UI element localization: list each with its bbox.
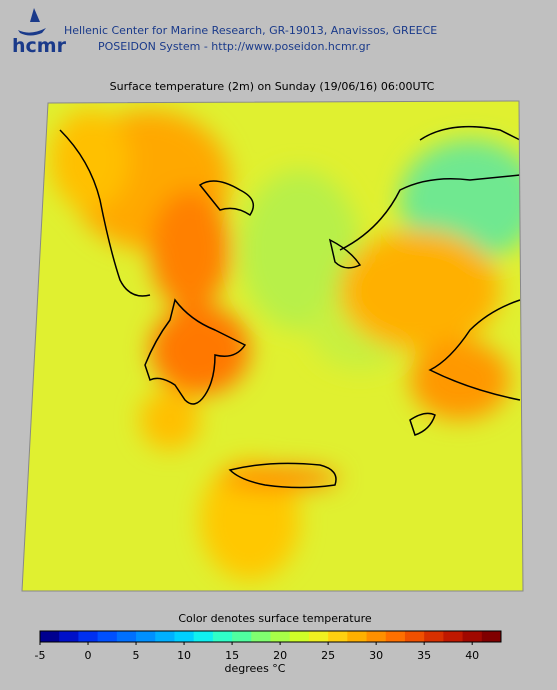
tick-label: 40 (465, 649, 479, 662)
color-swatch (251, 631, 271, 642)
color-swatch (308, 631, 329, 642)
organization: Hellenic Center for Marine Research, GR-… (64, 24, 437, 37)
color-swatch (232, 631, 252, 642)
tick-label: -5 (35, 649, 46, 662)
logo-icon (18, 8, 46, 36)
color-swatch (155, 631, 175, 642)
colorbar-unit: degrees °C (225, 662, 286, 675)
color-swatch (366, 631, 387, 642)
color-swatch (347, 631, 368, 642)
tick-label: 30 (369, 649, 383, 662)
colorbar-caption: Color denotes surface temperature (178, 612, 372, 625)
tick-label: 10 (177, 649, 191, 662)
color-swatch (193, 631, 214, 642)
tick-label: 5 (133, 649, 140, 662)
color-swatch (78, 631, 99, 642)
tick-label: 15 (225, 649, 239, 662)
color-swatch (328, 631, 348, 642)
color-swatch (270, 631, 291, 642)
tick-label: 35 (417, 649, 431, 662)
color-swatch (59, 631, 79, 642)
color-swatch (289, 631, 310, 642)
color-swatch (40, 631, 60, 642)
map-title: Surface temperature (2m) on Sunday (19/0… (110, 80, 435, 93)
color-swatch (174, 631, 195, 642)
system: POSEIDON System - http://www.poseidon.hc… (98, 40, 371, 53)
color-swatch (462, 631, 483, 642)
map (22, 101, 523, 591)
color-swatch (481, 631, 502, 642)
color-swatch (385, 631, 406, 642)
colorbar-border (39, 630, 502, 643)
logo-text: hcmr (12, 35, 67, 57)
color-swatch (136, 631, 156, 642)
map-frame (21, 100, 524, 592)
tick-label: 20 (273, 649, 287, 662)
color-swatch (212, 631, 233, 642)
color-swatch (443, 631, 464, 642)
tick-label: 25 (321, 649, 335, 662)
color-swatch (424, 631, 444, 642)
tick-label: 0 (85, 649, 92, 662)
color-swatch (97, 631, 118, 642)
color-swatch (404, 631, 425, 642)
color-swatch (116, 631, 137, 642)
